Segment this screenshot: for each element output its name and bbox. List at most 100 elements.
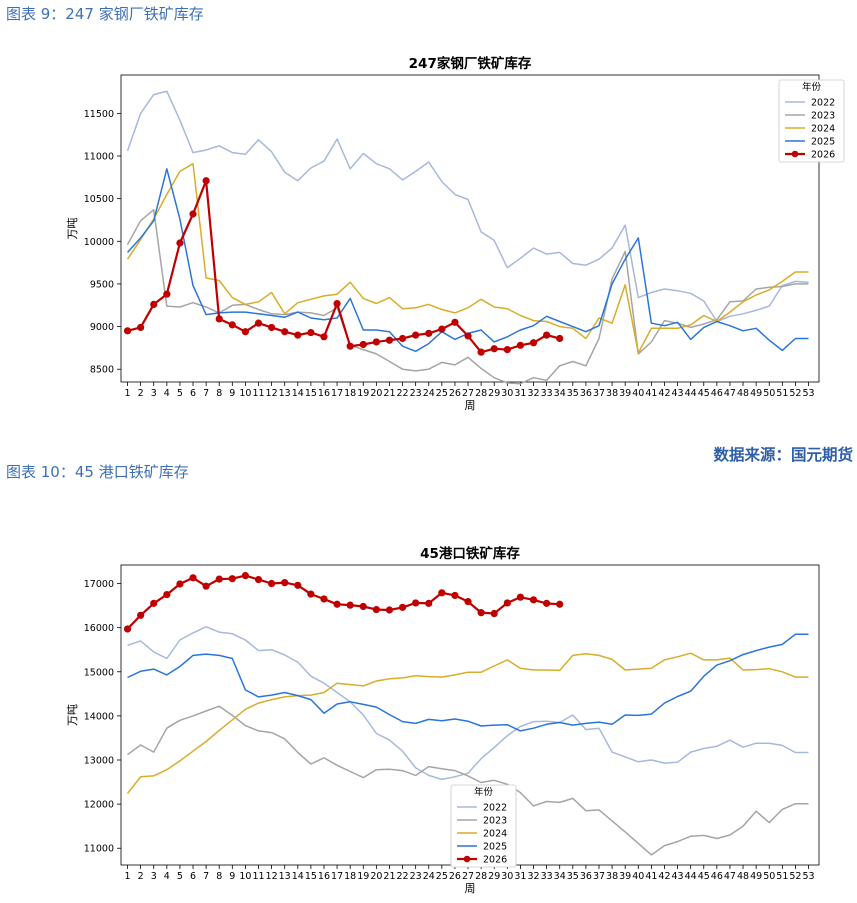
series-point-2026 [228, 321, 236, 329]
x-tick-label: 13 [279, 871, 291, 882]
x-tick-label: 35 [567, 388, 579, 399]
x-tick-label: 19 [357, 388, 369, 399]
series-point-2026 [556, 600, 564, 608]
series-point-2026 [372, 338, 380, 346]
x-tick-label: 38 [606, 871, 618, 882]
legend-entry-2022: 2022 [811, 98, 835, 109]
series-point-2026 [543, 599, 551, 607]
x-tick-label: 15 [305, 871, 317, 882]
x-tick-label: 33 [541, 871, 553, 882]
series-point-2026 [412, 331, 420, 339]
x-tick-label: 43 [672, 871, 684, 882]
x-tick-label: 18 [344, 388, 356, 399]
series-point-2026 [556, 334, 564, 343]
series-point-2026 [346, 342, 354, 350]
series-point-2026 [425, 329, 433, 337]
x-tick-label: 16 [318, 871, 330, 882]
legend-title: 年份 [802, 81, 822, 93]
x-tick-label: 23 [410, 871, 422, 882]
x-tick-label: 31 [514, 871, 526, 882]
x-tick-label: 36 [580, 871, 592, 882]
data-source-label: 数据来源：国元期货 [713, 446, 853, 464]
x-tick-label: 45 [698, 388, 710, 399]
series-point-2026 [281, 579, 289, 587]
y-tick-label: 15000 [84, 667, 114, 678]
x-tick-label: 25 [436, 388, 448, 399]
series-point-2026 [189, 574, 197, 582]
y-axis-label: 万吨 [66, 704, 79, 726]
x-tick-label: 47 [724, 388, 736, 399]
x-axis-label: 周 [465, 399, 476, 412]
x-tick-label: 24 [423, 871, 435, 882]
series-point-2026 [294, 331, 302, 339]
plot-frame [120, 74, 820, 383]
series-point-2026 [438, 325, 446, 333]
x-tick-label: 45 [698, 871, 710, 882]
series-point-2026 [451, 318, 459, 326]
x-tick-label: 2 [138, 388, 144, 399]
x-tick-label: 49 [750, 871, 762, 882]
x-tick-label: 34 [554, 871, 566, 882]
x-tick-label: 50 [763, 871, 775, 882]
x-tick-label: 29 [488, 388, 500, 399]
steel-mill-iron-ore-inventory-chart: 247家钢厂铁矿库存850090009500100001050011000115… [66, 55, 845, 412]
x-tick-label: 40 [632, 388, 644, 399]
x-tick-label: 17 [331, 871, 343, 882]
x-tick-label: 6 [190, 388, 196, 399]
series-point-2026 [503, 345, 511, 354]
legend-entry-2025: 2025 [483, 842, 507, 853]
x-tick-label: 49 [750, 388, 762, 399]
series-line-2025 [127, 633, 809, 732]
series-point-2026 [372, 605, 380, 614]
x-tick-label: 32 [527, 388, 539, 399]
y-tick-label: 14000 [84, 711, 114, 722]
series-point-2026 [333, 299, 341, 308]
legend-entry-2026: 2026 [811, 150, 835, 161]
x-tick-label: 41 [645, 871, 657, 882]
y-axis-label: 万吨 [66, 218, 79, 240]
x-tick-label: 11 [252, 871, 264, 882]
x-tick-label: 44 [685, 388, 697, 399]
series-point-2026 [150, 300, 158, 308]
x-tick-label: 30 [501, 871, 513, 882]
y-tick-label: 9500 [90, 279, 114, 290]
legend-entry-2025: 2025 [811, 137, 835, 148]
chart-title: 45港口铁矿库存 [420, 545, 520, 562]
series-point-2026 [398, 334, 407, 343]
x-tick-label: 53 [802, 871, 814, 882]
x-tick-label: 27 [462, 871, 474, 882]
x-tick-label: 10 [239, 871, 251, 882]
x-tick-label: 1 [125, 388, 131, 399]
x-tick-label: 37 [593, 871, 605, 882]
series-point-2026 [189, 210, 197, 218]
series-point-2026 [385, 336, 394, 344]
series-point-2026 [529, 596, 538, 604]
series-point-2026 [529, 339, 538, 347]
x-tick-label: 4 [164, 388, 170, 399]
y-tick-label: 11500 [84, 109, 114, 120]
x-tick-label: 3 [151, 871, 157, 882]
x-tick-label: 47 [724, 871, 736, 882]
series-point-2026 [215, 315, 223, 323]
series-point-2026 [163, 290, 171, 298]
x-tick-label: 3 [151, 388, 157, 399]
series-point-2026 [359, 340, 367, 349]
y-tick-label: 8500 [90, 365, 114, 376]
x-tick-label: 26 [449, 871, 461, 882]
series-point-2026 [163, 590, 171, 599]
series-line-2022 [127, 626, 809, 781]
x-tick-label: 21 [383, 388, 395, 399]
series-point-2026 [137, 611, 145, 619]
y-tick-label: 16000 [84, 623, 114, 634]
series-point-2026 [241, 328, 250, 336]
x-tick-label: 32 [527, 871, 539, 882]
legend-marker-2026 [463, 855, 471, 863]
x-tick-label: 13 [279, 388, 291, 399]
x-tick-label: 28 [475, 871, 487, 882]
series-point-2026 [281, 328, 289, 336]
x-tick-label: 10 [239, 388, 251, 399]
x-tick-label: 14 [292, 871, 304, 882]
series-point-2026 [490, 609, 498, 618]
series-point-2026 [333, 600, 341, 608]
series-point-2026 [425, 599, 433, 607]
